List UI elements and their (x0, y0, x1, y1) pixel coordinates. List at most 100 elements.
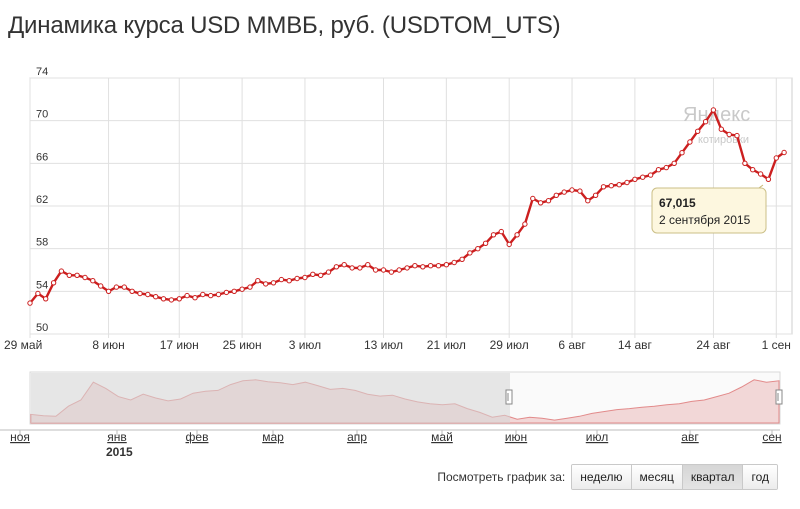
data-point (35, 290, 41, 297)
navigator-month-label: апр (347, 430, 367, 444)
data-point (333, 264, 340, 270)
data-point (396, 267, 402, 273)
data-point (160, 296, 167, 302)
data-point (98, 283, 104, 289)
data-point (490, 232, 497, 238)
period-quarter-button[interactable]: квартал (681, 465, 743, 489)
data-point (357, 265, 363, 271)
data-point (58, 268, 65, 274)
data-point (215, 291, 222, 298)
data-point (263, 281, 269, 287)
data-point (82, 274, 88, 281)
data-point (286, 278, 292, 284)
data-point (695, 128, 701, 135)
tooltip: 67,015 2 сентября 2015 (651, 184, 767, 234)
x-tick-label: 13 июл (364, 338, 403, 352)
data-point (687, 139, 693, 145)
data-point (569, 187, 575, 193)
data-point (773, 155, 779, 161)
y-tick-label: 66 (36, 151, 48, 163)
navigator-left-handle[interactable] (505, 389, 513, 405)
y-tick-label: 54 (36, 279, 48, 291)
navigator-month-label: июн (505, 430, 527, 444)
data-point (325, 269, 332, 275)
navigator-month-label: янв (107, 430, 127, 444)
data-point (765, 176, 772, 183)
data-point (443, 262, 450, 268)
data-point (349, 265, 355, 271)
data-point (302, 274, 308, 281)
x-tick-label: 25 июн (223, 338, 262, 352)
data-point (545, 198, 552, 204)
tooltip-value: 67,015 (659, 196, 696, 210)
period-year-button[interactable]: год (742, 465, 777, 489)
data-point (74, 272, 80, 278)
data-point (482, 240, 489, 247)
period-buttons: неделю месяц квартал год (571, 464, 778, 490)
data-point (176, 296, 183, 302)
data-point (451, 259, 457, 266)
navigator-right-handle[interactable] (775, 389, 783, 405)
data-point (435, 263, 442, 269)
data-point (113, 284, 120, 290)
navigator-unselected-shade (31, 373, 510, 423)
data-point (655, 167, 662, 173)
data-point (50, 280, 57, 286)
x-tick-label: 17 июн (160, 338, 199, 352)
tooltip-date: 2 сентября 2015 (659, 213, 751, 227)
data-point (255, 278, 261, 284)
data-point (537, 200, 544, 206)
series-layer (27, 107, 787, 306)
period-month-button[interactable]: месяц (630, 465, 682, 489)
data-point (459, 256, 465, 262)
data-point (223, 289, 230, 296)
data-point (592, 192, 599, 199)
data-point (318, 272, 324, 278)
y-tick-label: 70 (36, 109, 48, 121)
x-tick-label: 24 авг (696, 338, 731, 352)
data-point (616, 182, 622, 188)
period-selector: Посмотреть график за: неделю месяц кварт… (437, 464, 778, 490)
data-point (420, 264, 426, 270)
data-point (679, 150, 685, 156)
period-week-button[interactable]: неделю (572, 465, 631, 489)
period-label: Посмотреть график за: (437, 470, 566, 484)
data-point (43, 296, 49, 302)
data-point (129, 288, 135, 294)
x-tick-label: 6 авг (558, 338, 586, 352)
data-point (412, 263, 418, 269)
data-point (702, 119, 709, 125)
navigator-month-label: фев (186, 430, 209, 444)
data-point (514, 232, 520, 238)
navigator[interactable]: ноя янв фев мар апр май июн июл авг сен 2015 (0, 371, 783, 459)
data-point (522, 221, 528, 227)
data-point (742, 160, 748, 167)
navigator-year: 2015 (106, 445, 133, 459)
data-point (600, 184, 607, 190)
y-tick-label: 62 (36, 194, 48, 206)
data-point (467, 250, 473, 256)
data-point (208, 292, 214, 299)
data-point (498, 228, 504, 235)
data-point (239, 286, 245, 292)
y-grid (30, 77, 792, 335)
x-tick-label: 1 сен (762, 338, 791, 352)
data-point (372, 267, 379, 273)
navigator-month-labels: ноя янв фев мар апр май июн июл авг сен (10, 430, 782, 444)
data-point (27, 300, 33, 306)
y-tick-label: 74 (36, 66, 48, 78)
data-point (247, 284, 253, 290)
x-tick-label: 21 июл (427, 338, 466, 352)
data-point (168, 297, 175, 303)
data-point (365, 262, 371, 268)
x-tick-label: 14 авг (618, 338, 653, 352)
data-point (640, 174, 646, 180)
data-point (553, 192, 559, 199)
data-point (757, 171, 764, 177)
data-point (184, 292, 190, 299)
data-point (718, 126, 724, 132)
data-point (750, 167, 756, 173)
data-point (380, 267, 387, 273)
data-point (427, 263, 434, 269)
